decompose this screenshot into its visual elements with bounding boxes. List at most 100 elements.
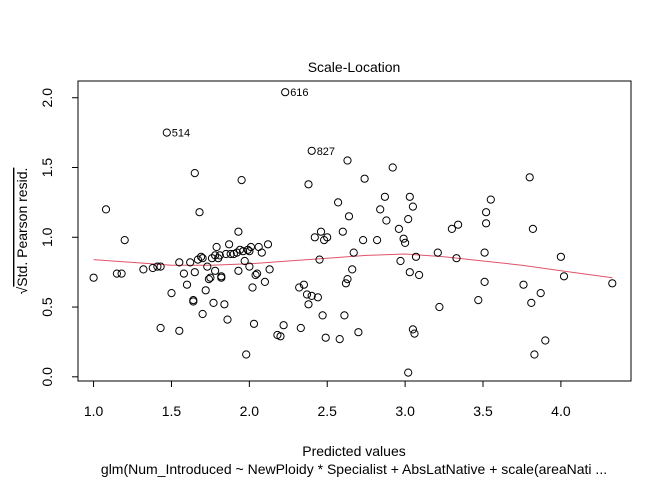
data-point xyxy=(480,248,489,257)
data-point xyxy=(435,302,444,312)
data-point xyxy=(203,262,212,271)
data-point xyxy=(528,224,538,233)
data-point xyxy=(335,335,344,344)
data-point xyxy=(474,296,483,305)
y-axis-label-radical: √ xyxy=(14,286,30,294)
data-point xyxy=(153,262,162,271)
data-point xyxy=(307,291,316,300)
data-point xyxy=(359,236,368,245)
data-point xyxy=(175,258,184,267)
data-point xyxy=(242,350,251,359)
labels-layer: 616 514 827 xyxy=(172,87,335,158)
data-point xyxy=(480,277,489,286)
data-point xyxy=(399,234,408,243)
data-point xyxy=(162,128,171,137)
y-tick-label: 0.5 xyxy=(39,297,55,317)
y-axis-label: √Std. Pearson resid. xyxy=(14,168,30,295)
y-tick-label: 1.5 xyxy=(39,158,55,178)
data-point xyxy=(279,321,288,330)
data-point xyxy=(486,195,495,204)
data-point xyxy=(234,227,243,236)
x-tick-label: 2.0 xyxy=(240,403,260,419)
data-point xyxy=(276,332,285,341)
x-tick-label: 3.0 xyxy=(395,403,415,419)
data-point xyxy=(167,289,176,298)
data-point xyxy=(556,252,566,261)
data-point xyxy=(175,326,184,335)
point-label: 827 xyxy=(317,146,335,158)
data-point xyxy=(206,273,215,282)
point-label: 616 xyxy=(290,87,308,99)
data-point xyxy=(344,212,354,221)
y-axis-label-text: Std. Pearson resid. xyxy=(14,168,30,287)
data-point xyxy=(182,280,192,289)
data-point xyxy=(334,198,343,207)
data-point xyxy=(388,163,397,172)
data-point xyxy=(212,242,221,252)
data-point xyxy=(211,266,220,275)
data-point xyxy=(316,227,326,236)
data-point xyxy=(380,192,389,201)
data-point xyxy=(404,215,413,224)
data-point xyxy=(239,247,248,256)
y-tick-label: 2.0 xyxy=(39,88,55,108)
x-tick-label: 2.5 xyxy=(318,403,338,419)
data-point xyxy=(527,298,536,307)
data-point xyxy=(198,309,207,319)
data-point xyxy=(253,269,262,278)
data-point xyxy=(382,216,391,225)
data-point xyxy=(304,180,313,189)
data-point xyxy=(248,283,257,292)
data-point xyxy=(559,272,569,281)
data-point xyxy=(313,293,322,302)
data-point xyxy=(348,265,357,274)
data-point xyxy=(195,208,204,217)
data-point xyxy=(189,297,198,306)
data-point xyxy=(452,254,461,263)
data-point xyxy=(360,174,369,183)
point-label: 514 xyxy=(172,128,190,140)
data-point xyxy=(209,298,218,307)
data-point xyxy=(112,269,122,278)
chart-title: Scale-Location xyxy=(308,59,401,75)
data-point xyxy=(120,236,129,245)
data-point xyxy=(454,220,463,229)
data-point xyxy=(536,289,545,298)
y-axis: 0.0 0.5 1.0 1.5 2.0 xyxy=(39,88,79,387)
data-point xyxy=(179,269,188,278)
data-point xyxy=(89,273,98,282)
data-point xyxy=(198,254,207,263)
data-point xyxy=(221,249,231,259)
data-point xyxy=(101,205,111,214)
data-point xyxy=(148,263,157,273)
data-point xyxy=(318,311,327,320)
data-point xyxy=(396,256,405,266)
y-tick-label: 0.0 xyxy=(39,367,55,387)
data-point xyxy=(447,224,456,233)
data-point xyxy=(376,205,385,214)
data-point xyxy=(249,319,259,328)
data-point xyxy=(341,279,350,288)
data-point xyxy=(234,266,243,275)
data-point xyxy=(411,252,421,261)
x-axis: 1.0 1.5 2.0 2.5 3.0 3.5 4.0 xyxy=(84,380,571,419)
data-point xyxy=(408,202,417,211)
data-point xyxy=(257,248,266,257)
data-point xyxy=(296,323,305,333)
data-point xyxy=(354,328,363,337)
data-point xyxy=(204,275,213,284)
data-point xyxy=(263,240,273,249)
x-tick-label: 1.0 xyxy=(84,403,104,419)
data-point xyxy=(197,252,206,261)
data-point xyxy=(156,262,165,271)
points-layer xyxy=(89,88,617,377)
data-point xyxy=(186,258,195,267)
data-point xyxy=(608,279,617,288)
data-point xyxy=(217,273,226,282)
data-point xyxy=(340,311,349,320)
model-caption: glm(Num_Introduced ~ NewPloidy * Special… xyxy=(101,461,607,477)
data-point xyxy=(530,350,539,359)
x-tick-label: 3.5 xyxy=(473,403,493,419)
data-point xyxy=(519,280,528,289)
